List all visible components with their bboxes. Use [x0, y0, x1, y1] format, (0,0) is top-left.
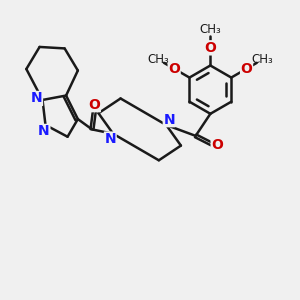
Text: N: N — [38, 124, 50, 138]
Text: O: O — [88, 98, 100, 112]
Text: O: O — [211, 138, 223, 152]
Text: O: O — [168, 62, 180, 76]
Text: N: N — [31, 92, 43, 106]
Text: N: N — [163, 113, 175, 127]
Text: O: O — [241, 62, 253, 76]
Text: O: O — [204, 41, 216, 55]
Text: N: N — [104, 132, 116, 146]
Text: CH₃: CH₃ — [148, 53, 169, 66]
Text: CH₃: CH₃ — [251, 53, 273, 66]
Text: CH₃: CH₃ — [200, 23, 221, 36]
